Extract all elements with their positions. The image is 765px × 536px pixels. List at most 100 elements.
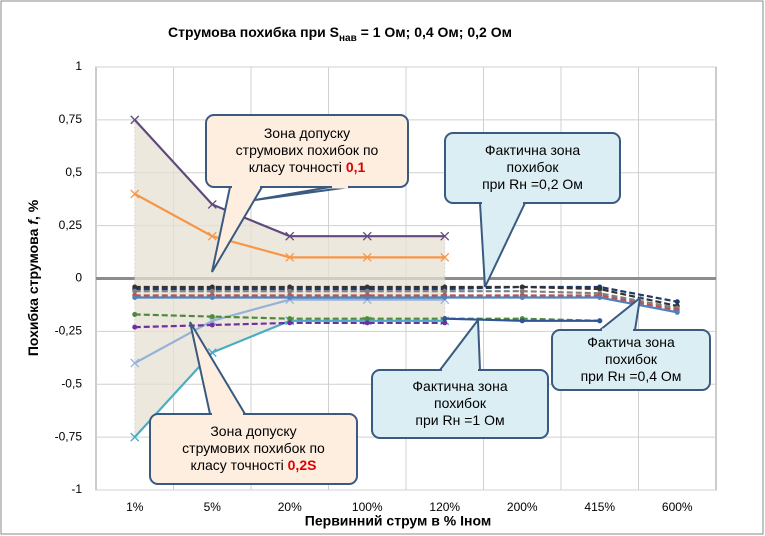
series-line: [134, 296, 678, 314]
x-tick-label: 100%: [352, 500, 383, 514]
callout-text: Фактична зона: [485, 142, 580, 158]
x-tick-label: 20%: [278, 500, 302, 514]
title-sub: нав: [339, 33, 357, 44]
x-tick-label: 1%: [126, 500, 144, 514]
point-marker: [209, 295, 215, 301]
callout-text: Фактича зона: [587, 334, 675, 350]
y-tick-label: -0,5: [61, 376, 82, 390]
callout-line: похибок: [507, 159, 560, 175]
point-marker: [440, 252, 450, 262]
callout-line: Зона допуску: [210, 423, 296, 439]
callout-text: при Rн =1 Ом: [415, 412, 504, 428]
callout-text: класу точності 0,2S: [191, 457, 317, 473]
point-marker: [130, 189, 140, 199]
y-tick-label: -0,25: [55, 324, 83, 338]
callout-text: Фактична зона: [412, 378, 507, 394]
point-marker: [597, 295, 603, 301]
point-marker: [287, 295, 293, 301]
callout-line: Фактична зона: [412, 378, 507, 394]
callout-text: струмових похибок по: [182, 440, 325, 456]
title-main: Струмова похибка при S: [168, 24, 339, 40]
callout-highlight: 0,1: [346, 159, 366, 175]
point-marker: [442, 295, 448, 301]
callout-text: струмових похибок по: [236, 142, 379, 158]
point-marker: [362, 252, 372, 262]
x-tick-label: 415%: [584, 500, 615, 514]
point-marker: [362, 231, 372, 241]
point-marker: [132, 295, 138, 301]
callout-highlight: 0,2S: [288, 457, 317, 473]
point-marker: [597, 318, 603, 324]
point-marker: [519, 318, 525, 324]
series-line: [134, 285, 678, 308]
point-marker: [364, 288, 370, 294]
x-tick-label: 600%: [662, 500, 693, 514]
y-tick-label: -0,75: [55, 429, 83, 443]
callout-box: [205, 114, 409, 188]
y-tick-label: -1: [71, 482, 82, 496]
point-marker: [207, 200, 217, 209]
x-axis-label: Первинний струм в % Іном: [305, 513, 491, 529]
point-marker: [287, 284, 293, 290]
callout-line: Фактича зона: [587, 334, 675, 350]
callout-text: класу точності 0,1: [249, 159, 366, 175]
point-marker: [132, 284, 138, 290]
point-marker: [209, 284, 215, 290]
callout-text: при Rн =0,4 Ом: [581, 368, 682, 384]
point-marker: [285, 231, 295, 241]
point-marker: [207, 231, 217, 241]
point-marker: [440, 231, 450, 241]
point-marker: [519, 295, 525, 301]
callout-box: [149, 413, 358, 485]
series-line: [134, 285, 678, 303]
point-marker: [287, 320, 293, 326]
y-tick-label: 1: [75, 59, 82, 73]
point-marker: [209, 288, 215, 294]
point-marker: [364, 295, 370, 301]
callout-line: Фактична зона: [485, 142, 580, 158]
callout-text: похибок: [605, 351, 658, 367]
point-marker: [519, 288, 525, 294]
point-marker: [364, 320, 370, 326]
callout-text: похибок: [507, 159, 560, 175]
y-tick-label: 0,75: [59, 112, 83, 126]
point-marker: [287, 316, 293, 322]
point-marker: [442, 320, 448, 326]
point-marker: [209, 314, 215, 320]
title-rest: = 1 Ом; 0,4 Ом; 0,2 Ом: [357, 24, 512, 40]
callout-text: при Rн =0,2 Ом: [482, 176, 583, 192]
point-marker: [674, 309, 680, 315]
point-marker: [674, 299, 680, 305]
point-marker: [132, 324, 138, 330]
point-marker: [130, 358, 140, 368]
y-label-var: f: [25, 219, 41, 225]
y-tick-label: 0,25: [59, 218, 83, 232]
callout-line: похибок: [434, 395, 487, 411]
callout-line: похибок: [605, 351, 658, 367]
point-marker: [597, 286, 603, 292]
x-tick-label: 5%: [204, 500, 222, 514]
point-marker: [209, 322, 215, 328]
point-marker: [207, 316, 217, 326]
point-marker: [287, 288, 293, 294]
point-marker: [130, 115, 140, 125]
chart-title: Струмова похибка при Sнав = 1 Ом; 0,4 Ом…: [168, 24, 512, 44]
callout-line: при Rн =1 Ом: [415, 412, 504, 428]
y-label-main: Похибка струмова: [25, 225, 41, 356]
point-marker: [364, 316, 370, 322]
x-tick-label: 120%: [429, 500, 460, 514]
point-marker: [132, 311, 138, 317]
series-line: [134, 294, 678, 312]
y-tick-label: 0: [75, 271, 82, 285]
point-marker: [442, 288, 448, 294]
x-tick-label: 200%: [507, 500, 538, 514]
point-marker: [130, 432, 140, 442]
callout-line: класу точності: [191, 457, 288, 473]
y-label-unit: , %: [25, 199, 41, 220]
callout-line: при Rн =0,2 Ом: [482, 176, 583, 192]
callout-line: струмових похибок по: [182, 440, 325, 456]
callout-text: Зона допуску: [210, 423, 296, 439]
callout-line: при Rн =0,4 Ом: [581, 368, 682, 384]
